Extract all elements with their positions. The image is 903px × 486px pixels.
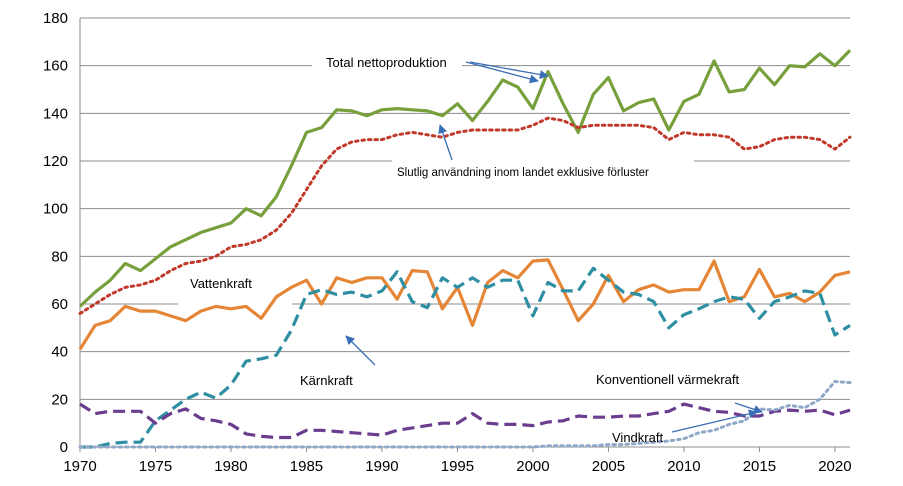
y-tick-label: 20 [51,391,68,408]
x-axis-ticks: 1970 1975 1980 1985 1990 1995 2000 2005 2010 2015… [63,447,852,475]
arrow-total-to-line [465,61,539,84]
x-tick-label: 1980 [214,458,247,475]
x-tick-label: 2015 [743,458,776,475]
grid-lines [80,17,850,400]
y-tick-label: 120 [43,153,68,170]
y-tick-label: 40 [51,344,68,361]
x-tick-label: 1995 [441,458,474,475]
label-vindkraft: Vindkraft [612,430,663,445]
arrow-konventionell [734,402,763,414]
series-line-slutlig-användning-inom-landet-exklusive-förluster [78,116,852,315]
y-tick-label: 160 [43,58,68,75]
y-tick-label: 100 [43,201,68,218]
series-layer [78,49,852,449]
y-tick-label: 60 [51,296,68,313]
x-tick-label: 2005 [592,458,625,475]
x-tick-label: 1975 [139,458,172,475]
label-total-nettoproduktion: Total nettoproduktion [326,55,447,70]
label-vattenkraft: Vattenkraft [190,276,252,291]
arrow-total-to-peak [469,61,549,80]
annotation-arrows [345,61,763,433]
label-karnkraft: Kärnkraft [300,373,353,388]
series-line-vindkraft [78,380,852,449]
arrow-vindkraft [671,409,758,433]
x-tick-label: 1990 [365,458,398,475]
y-tick-label: 180 [43,10,68,27]
series-line-kärnkraft [80,266,851,449]
x-tick-label: 1985 [290,458,323,475]
label-konventionell-varmekraft: Konventionell värmekraft [596,372,739,387]
y-axis-ticks: 0 20 40 60 80 100 120 140 160 180 [43,10,68,456]
arrow-slutlig [438,124,453,161]
series-line-konventionell-värmekraft [79,402,851,440]
series-line-vattenkraft [78,258,851,351]
x-tick-label: 2000 [516,458,549,475]
series-line-total-nettoproduktion [78,49,852,308]
label-slutlig-anvandning: Slutlig användning inom landet exklusive… [397,167,649,179]
arrow-karnkraft [345,335,376,366]
y-tick-label: 80 [51,248,68,265]
annotation-backgrounds [178,50,760,446]
x-tick-label: 1970 [63,458,96,475]
y-tick-label: 140 [43,105,68,122]
x-tick-label: 2010 [667,458,700,475]
y-tick-label: 0 [60,439,68,456]
x-tick-label: 2020 [818,458,851,475]
